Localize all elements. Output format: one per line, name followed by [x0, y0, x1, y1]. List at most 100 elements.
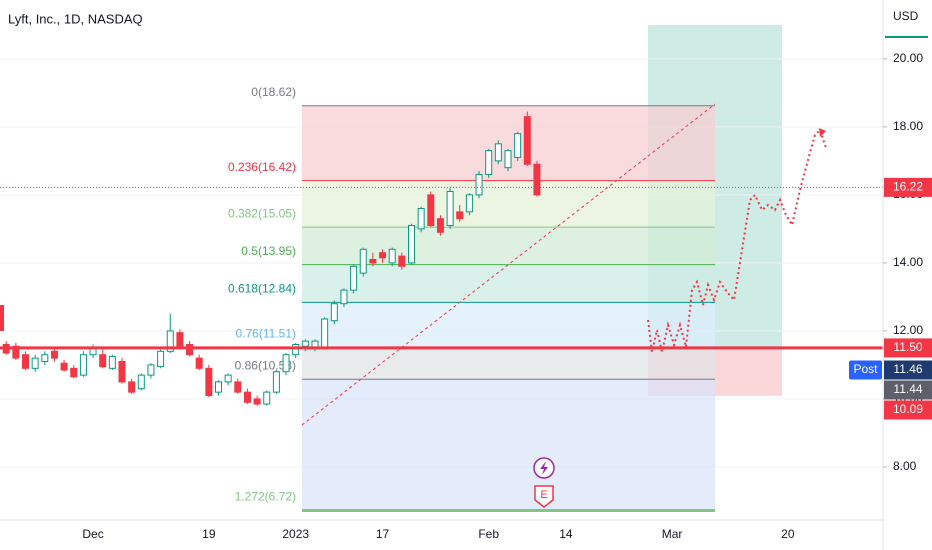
fib-level-label: 0.618(12.84) — [228, 282, 296, 296]
candle-body — [427, 194, 435, 226]
candle-body — [533, 163, 541, 196]
candle-body — [494, 143, 502, 162]
price-label-box — [884, 380, 932, 400]
candle-body — [514, 133, 522, 158]
x-tick-label: 2023 — [282, 527, 309, 541]
candle-body — [504, 150, 512, 169]
candle-body — [398, 255, 406, 267]
candle-body — [301, 340, 309, 347]
candle-body — [128, 381, 136, 393]
candle-body — [157, 350, 165, 368]
price-label: 16.22 — [893, 180, 923, 194]
x-tick-label: Mar — [662, 527, 683, 541]
currency-label: USD — [893, 9, 919, 23]
candle-body — [50, 350, 58, 359]
chart-title: Lyft, Inc., 1D, NASDAQ — [8, 11, 143, 26]
candle-body — [465, 194, 473, 213]
price-label-box — [884, 177, 932, 197]
time-axis-bg — [0, 520, 883, 550]
post-label: Post — [853, 362, 878, 376]
candle-body — [215, 381, 222, 393]
price-label: 11.44 — [893, 382, 922, 396]
y-tick-label: 20.00 — [893, 51, 923, 65]
y-tick-label: 12.00 — [893, 323, 923, 337]
candle-body — [272, 371, 280, 393]
candle-body — [485, 150, 493, 175]
fib-band — [302, 227, 715, 265]
fib-band — [302, 264, 715, 303]
x-tick-label: 20 — [781, 527, 795, 541]
price-label-box — [884, 360, 932, 380]
candle-body — [195, 357, 203, 369]
candle-body — [205, 367, 213, 397]
candle-body — [137, 374, 145, 390]
candle-body — [166, 330, 174, 352]
x-tick-label: 17 — [376, 527, 390, 541]
fib-level-label: 0.76(11.51) — [236, 327, 297, 341]
earnings-icon[interactable] — [534, 485, 554, 508]
candles — [2, 111, 541, 406]
x-tick-label: Feb — [478, 527, 499, 541]
candle-body — [350, 265, 358, 291]
y-tick-label: 18.00 — [893, 119, 923, 133]
edge-marker — [0, 305, 4, 331]
candle-body — [359, 248, 367, 274]
candle-body — [475, 173, 483, 196]
x-tick-label: Dec — [82, 527, 103, 541]
candle-body — [253, 398, 261, 405]
price-lines — [0, 186, 883, 350]
fib-level-label: 0.382(15.05) — [228, 206, 296, 220]
price-label: 11.46 — [893, 362, 922, 376]
candle-body — [224, 374, 232, 383]
y-tick-label: 14.00 — [893, 255, 923, 269]
y-tick-label: 8.00 — [893, 459, 917, 473]
candle-body — [79, 354, 87, 376]
candle-body — [31, 357, 39, 369]
candle-body — [523, 116, 531, 165]
fib-band — [302, 379, 715, 511]
fib-level-label: 0.5(13.95) — [241, 244, 296, 258]
candle-body — [41, 354, 49, 363]
candle-body — [388, 248, 396, 264]
price-label: 10.09 — [893, 402, 923, 416]
forecast-arrow — [819, 128, 826, 137]
price-label-box — [884, 338, 932, 358]
candle-body — [456, 211, 464, 220]
fib-band — [302, 302, 715, 348]
candle-body — [446, 190, 454, 226]
price-labels: 16.22 11.50 11.46 Post 11.44 10.09 — [849, 177, 932, 420]
price-label: 11.50 — [893, 340, 922, 354]
x-tick-label: 19 — [202, 527, 216, 541]
candle-body — [234, 381, 242, 393]
candle-body — [330, 303, 338, 322]
fib-level-label: 0(18.62) — [251, 85, 296, 99]
earnings-label: E — [540, 489, 547, 501]
post-badge — [849, 360, 882, 380]
candle-body — [321, 318, 329, 349]
fib-level-label: 0.236(16.42) — [228, 160, 296, 174]
candle-body — [99, 354, 107, 368]
fib-retracement: 0(18.62) 0.236(16.42) 0.382(15.05) 0.5(13.9… — [228, 85, 715, 512]
candle-body — [379, 252, 387, 259]
candle-body — [369, 258, 377, 264]
candle-body — [340, 289, 348, 305]
candle-body — [282, 354, 290, 373]
fib-band — [302, 180, 715, 228]
candle-body — [12, 345, 20, 359]
candle-body — [60, 362, 68, 371]
candle-body — [108, 355, 116, 369]
candle-body — [408, 224, 415, 264]
price-label-box — [884, 400, 932, 420]
candle-body — [292, 344, 300, 356]
fib-level-label: 0.86(10.58) — [235, 358, 296, 372]
price-axis-bg — [883, 0, 932, 550]
candle-body — [263, 391, 271, 405]
candle-body — [176, 332, 184, 349]
candle-body — [147, 364, 155, 376]
candle-body — [243, 391, 251, 403]
x-tick-label: 14 — [559, 527, 573, 541]
candle-body — [70, 367, 78, 378]
candle-body — [436, 218, 444, 233]
